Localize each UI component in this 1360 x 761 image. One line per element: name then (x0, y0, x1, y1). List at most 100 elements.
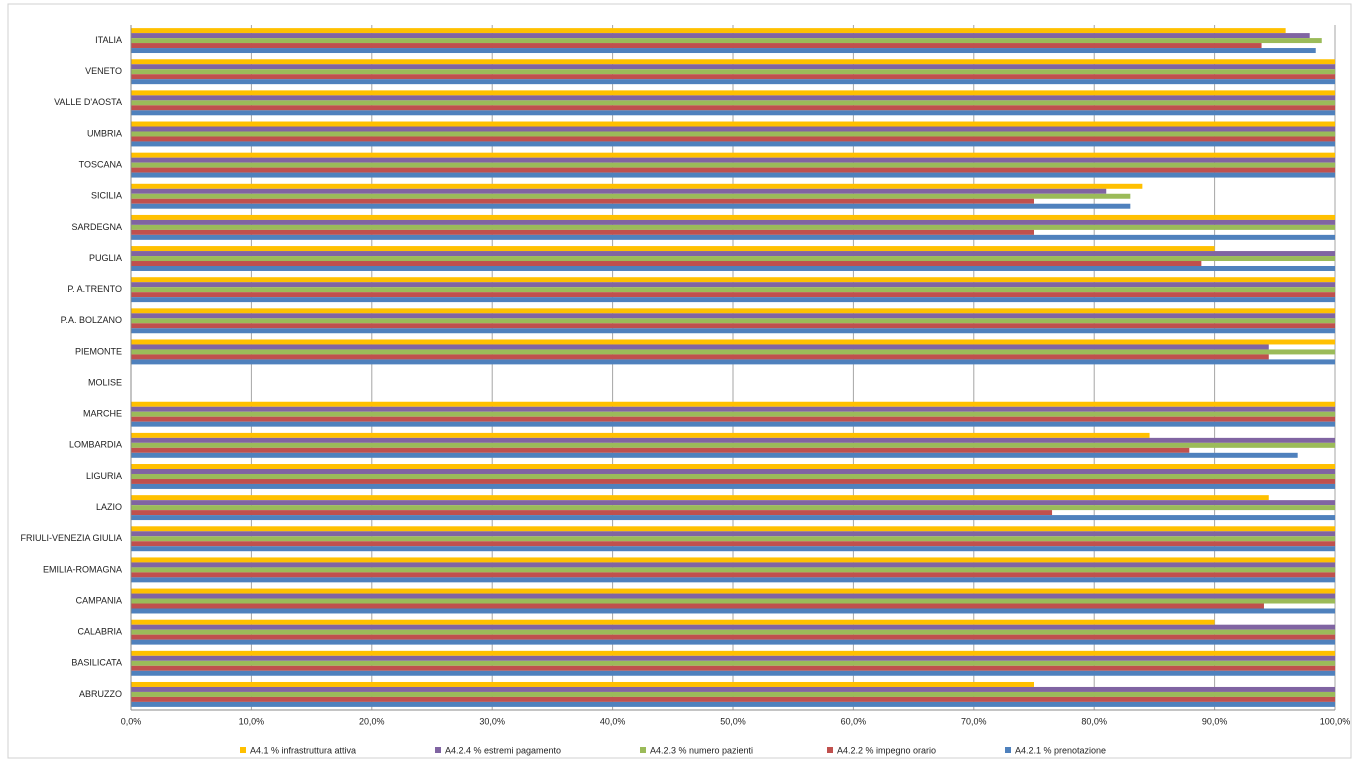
bar (131, 557, 1335, 563)
bar (131, 577, 1335, 583)
bar (131, 69, 1335, 75)
legend-label: A4.2.4 % estremi pagamento (445, 745, 561, 755)
bar (131, 515, 1335, 521)
bar (131, 214, 1335, 220)
bar (131, 43, 1262, 49)
bar (131, 287, 1335, 293)
bar (131, 297, 1335, 303)
x-tick-label: 90,0% (1202, 716, 1228, 726)
bar (131, 198, 1034, 204)
bar (131, 603, 1264, 609)
bar (131, 536, 1335, 542)
bar (131, 95, 1335, 101)
y-tick-label: MARCHE (83, 409, 122, 419)
bar (131, 100, 1335, 106)
legend-swatch (1005, 747, 1011, 753)
bar (131, 354, 1269, 360)
x-tick-label: 0,0% (121, 716, 142, 726)
y-tick-label: LIGURIA (86, 471, 122, 481)
y-tick-label: ABRUZZO (79, 689, 122, 699)
x-tick-label: 80,0% (1081, 716, 1107, 726)
bar (131, 105, 1335, 111)
bar (131, 406, 1335, 412)
bar (131, 567, 1335, 573)
y-tick-label: TOSCANA (79, 159, 122, 169)
bar (131, 562, 1335, 568)
bar (131, 136, 1335, 142)
bar (131, 432, 1150, 438)
bar (131, 79, 1335, 85)
bar (131, 401, 1335, 407)
bar (131, 234, 1335, 240)
y-tick-label: SARDEGNA (71, 222, 122, 232)
bar (131, 593, 1335, 599)
legend-swatch (435, 747, 441, 753)
bar (131, 90, 1335, 96)
bar (131, 634, 1335, 640)
bar (131, 686, 1335, 692)
bar (131, 416, 1335, 422)
bar (131, 183, 1143, 189)
bar (131, 650, 1335, 656)
bar (131, 152, 1335, 158)
bar (131, 229, 1034, 235)
bar (131, 478, 1335, 484)
legend-swatch (640, 747, 646, 753)
bar (131, 696, 1335, 702)
bar (131, 328, 1335, 334)
bar (131, 318, 1335, 324)
y-tick-label: CAMPANIA (76, 595, 122, 605)
legend-swatch (240, 747, 246, 753)
bar (131, 188, 1107, 194)
legend-label: A4.2.3 % numero pazienti (650, 745, 753, 755)
bar (131, 157, 1335, 163)
x-tick-label: 20,0% (359, 716, 385, 726)
bar (131, 421, 1335, 427)
y-tick-label: P.A. BOLZANO (61, 315, 122, 325)
x-tick-label: 30,0% (479, 716, 505, 726)
y-tick-label: FRIULI-VENEZIA GIULIA (20, 533, 122, 543)
bar (131, 619, 1215, 625)
y-tick-label: P. A.TRENTO (67, 284, 122, 294)
chart-frame (7, 3, 1352, 759)
bar (131, 121, 1335, 127)
bar (131, 261, 1202, 266)
bar (131, 344, 1269, 350)
bar (131, 126, 1335, 132)
bar (131, 219, 1335, 225)
bar (131, 48, 1316, 54)
bar (131, 598, 1335, 604)
x-tick-label: 100,0% (1320, 716, 1351, 726)
bar (131, 483, 1335, 489)
bar (131, 473, 1335, 479)
y-tick-label: CALABRIA (77, 627, 122, 637)
bar (131, 629, 1335, 635)
y-tick-label: LAZIO (96, 502, 122, 512)
bar (131, 59, 1335, 65)
bar (131, 282, 1335, 288)
bar (131, 141, 1335, 147)
bar (131, 701, 1335, 707)
bar (131, 131, 1335, 137)
y-tick-label: UMBRIA (87, 128, 122, 138)
bar (131, 452, 1298, 458)
legend-label: A4.2.2 % impegno orario (837, 745, 936, 755)
bar (131, 639, 1335, 645)
y-tick-label: SICILIA (91, 191, 122, 201)
bar (131, 500, 1335, 506)
bar (131, 655, 1335, 661)
bar (131, 33, 1310, 39)
bar (131, 251, 1335, 257)
bar (131, 541, 1335, 547)
bar (131, 691, 1335, 697)
bar (131, 572, 1335, 578)
bar (131, 203, 1131, 209)
bar (131, 38, 1322, 44)
x-tick-label: 50,0% (720, 716, 746, 726)
y-tick-label: VENETO (85, 66, 122, 76)
bar (131, 588, 1335, 594)
bar (131, 359, 1335, 365)
bar (131, 411, 1335, 417)
bar (131, 469, 1335, 474)
